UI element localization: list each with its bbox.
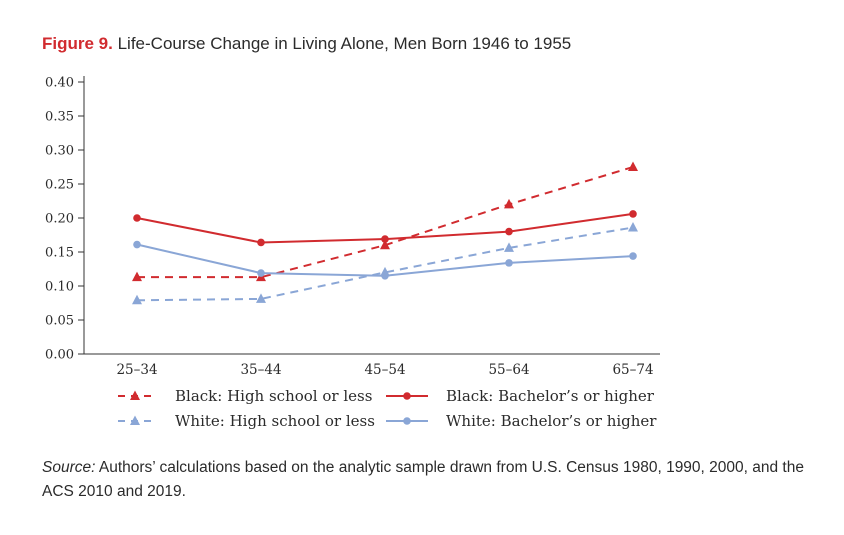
data-point — [381, 235, 389, 243]
legend-marker — [130, 415, 140, 425]
legend-label: Black: High school or less — [175, 387, 372, 405]
data-point — [504, 242, 514, 252]
data-point — [257, 269, 265, 277]
x-tick-label: 25–34 — [116, 362, 157, 378]
legend-marker — [403, 417, 411, 425]
x-tick-label: 35–44 — [240, 362, 281, 378]
x-tick-label: 55–64 — [488, 362, 529, 378]
data-point — [505, 227, 513, 236]
y-tick-label: 0.20 — [45, 212, 74, 227]
legend-label: White: High school or less — [175, 412, 375, 430]
y-tick-label: 0.05 — [45, 314, 74, 329]
x-tick-label: 45–54 — [364, 362, 405, 378]
chart-title: Figure 9. Life-Course Change in Living A… — [42, 34, 571, 54]
data-point — [133, 240, 141, 249]
y-tick-label: 0.35 — [45, 110, 74, 125]
data-point — [256, 293, 266, 303]
data-point — [504, 198, 514, 209]
data-point — [133, 214, 141, 222]
legend-label: Black: Bachelor’s or higher — [446, 387, 655, 405]
data-point — [380, 239, 390, 250]
data-point — [629, 252, 637, 260]
chart-title-text: Life-Course Change in Living Alone, Men … — [117, 34, 572, 53]
x-tick-label: 65–74 — [612, 362, 653, 378]
data-point — [132, 294, 142, 305]
y-tick-label: 0.10 — [45, 280, 74, 295]
source-label: Source: — [42, 459, 96, 476]
data-point — [257, 238, 265, 247]
data-point — [505, 259, 513, 267]
y-tick-label: 0.15 — [45, 246, 74, 261]
figure-label: Figure 9. — [42, 34, 113, 53]
data-point — [381, 272, 389, 280]
y-tick-label: 0.25 — [45, 178, 74, 193]
y-tick-label: 0.00 — [45, 348, 74, 363]
y-tick-label: 0.40 — [45, 76, 74, 91]
data-point — [629, 210, 637, 218]
legend-marker — [130, 390, 140, 400]
line-chart: 0.00 0.05 0.10 0.15 0.20 0.25 0.30 0.35 0.40 25–3… — [45, 76, 660, 430]
legend-label: White: Bachelor’s or higher — [446, 412, 657, 430]
legend-marker — [403, 392, 411, 400]
source-note: Source: Authors’ calculations based on t… — [42, 456, 832, 504]
y-tick-label: 0.30 — [45, 144, 74, 159]
data-point — [628, 222, 638, 232]
data-point — [628, 161, 638, 171]
source-text: Authors’ calculations based on the analy… — [42, 459, 804, 500]
data-point — [132, 271, 142, 282]
